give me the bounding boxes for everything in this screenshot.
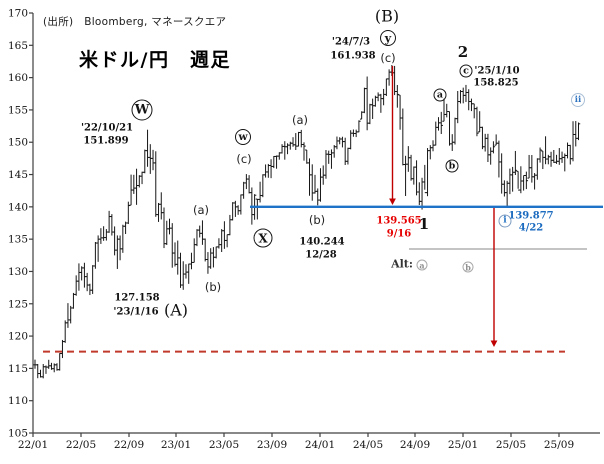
y-axis-label: 145: [8, 169, 28, 181]
wave-1-label: 1: [418, 215, 430, 233]
weekly-bars: [33, 65, 581, 379]
x-axis-label: 23/09: [257, 439, 287, 451]
alt-label: Alt:: [391, 257, 413, 271]
wave-A-label: (A): [163, 300, 189, 320]
chart-title: 米ドル/円 週足: [79, 49, 231, 71]
y-axis-label: 140: [8, 201, 28, 213]
price-139565: 139.565: [376, 215, 422, 227]
price-151899: 151.899: [83, 135, 129, 147]
date-0916: 9/16: [386, 228, 412, 240]
wave-2-label: 2: [457, 43, 469, 61]
y-axis-label: 135: [8, 234, 28, 246]
x-axis-label: 23/05: [209, 439, 239, 451]
wave-ii-circle: ii: [571, 93, 585, 107]
date-221021: '22/10/21: [80, 122, 134, 134]
x-axis-label: 22/01: [18, 439, 48, 451]
wave-c-circle: c: [459, 64, 473, 78]
y-axis-label: 110: [8, 395, 28, 407]
y-axis-label: 170: [8, 8, 28, 20]
y-axis-label: 115: [8, 363, 28, 375]
axes: 105 110 115 120 125 130 135 140 145 150 155 160 165 1…: [8, 8, 600, 451]
y-axis-label: 160: [8, 72, 28, 84]
date-240703: '24/7/3: [331, 36, 371, 48]
wave-W-major-circle: W: [131, 99, 153, 121]
source-note: (出所) Bloomberg, マネースクエア: [43, 16, 227, 28]
alt-b-circle: b: [462, 261, 474, 273]
arrow-support-to-dashed: [490, 208, 498, 347]
date-0422: 4/22: [518, 222, 544, 234]
wave-B-label: (B): [374, 6, 400, 26]
price-140244: 140.244: [299, 236, 345, 248]
price-139877: 139.877: [508, 210, 554, 222]
x-axis-label: 25/09: [544, 439, 574, 451]
y-axis-label: 120: [8, 331, 28, 343]
y-axis-label: 105: [8, 428, 28, 440]
y-axis-label: 130: [8, 266, 28, 278]
y-axis-label: 165: [8, 40, 28, 52]
wave-a-circle: a: [433, 88, 447, 102]
price-158825: 158.825: [473, 77, 519, 89]
x-axis-label: 24/09: [400, 439, 430, 451]
wave-b-label-1: (b): [204, 280, 222, 294]
y-axis-label: 150: [8, 137, 28, 149]
price-127158: 127.158: [114, 292, 160, 304]
wave-b-circle: b: [445, 159, 459, 173]
wave-c-label-1: (c): [236, 152, 252, 166]
x-axis-label: 25/05: [496, 439, 526, 451]
wave-c-label-2: (c): [380, 51, 396, 65]
wave-a-label-2: (a): [291, 113, 309, 127]
y-axis-label: 155: [8, 104, 28, 116]
wave-X-circle: X: [253, 228, 273, 248]
date-250110: '25/1/10: [474, 65, 520, 77]
date-230116: '23/1/16: [113, 306, 159, 318]
price-161938: 161.938: [330, 50, 376, 62]
x-axis-label: 22/05: [66, 439, 96, 451]
arrow-peak-to-support: [389, 66, 396, 205]
x-axis-label: 24/01: [305, 439, 335, 451]
wave-a-label-1: (a): [192, 203, 210, 217]
wave-b-label-2: (b): [308, 213, 326, 227]
y-axis-label: 125: [8, 298, 28, 310]
x-axis-label: 23/01: [161, 439, 191, 451]
x-axis-label: 24/05: [353, 439, 383, 451]
wave-i-circle: i: [498, 214, 512, 228]
wave-y-circle: y: [380, 30, 396, 46]
date-1228: 12/28: [305, 249, 337, 261]
alt-a-circle: a: [416, 259, 428, 271]
x-axis-label: 22/09: [114, 439, 144, 451]
x-axis-label: 25/01: [448, 439, 478, 451]
wave-w-minor-circle: w: [235, 129, 251, 145]
